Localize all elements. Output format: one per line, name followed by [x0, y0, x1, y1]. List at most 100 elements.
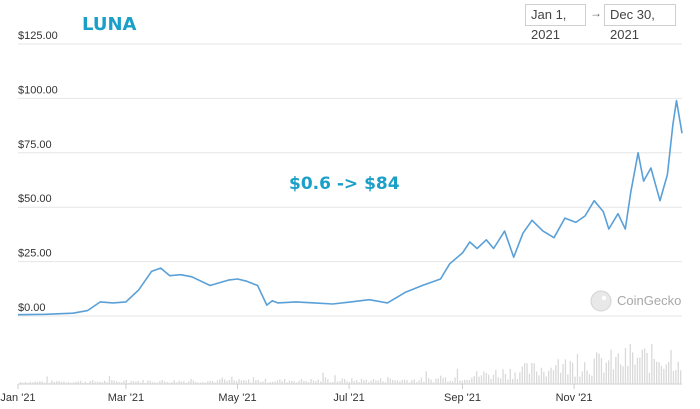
volume-bar — [75, 381, 77, 384]
watermark-label: CoinGecko — [617, 293, 681, 308]
volume-bar — [485, 373, 487, 384]
volume-bar — [401, 379, 403, 384]
volume-bar — [89, 381, 91, 384]
volume-bar — [504, 374, 507, 384]
volume-bar — [20, 381, 22, 384]
volume-bar — [658, 362, 660, 384]
volume-bar — [370, 380, 372, 384]
volume-bar — [180, 381, 183, 384]
volume-bar — [627, 365, 629, 384]
volume-bar — [116, 381, 118, 384]
volume-bar — [593, 358, 595, 384]
volume-bar — [341, 378, 343, 384]
volume-bar — [80, 380, 82, 384]
volume-bar — [591, 375, 593, 384]
range-from-button[interactable]: Jan 1, 2021 — [525, 4, 586, 42]
volume-bar — [663, 368, 665, 384]
volume-bar — [392, 379, 394, 384]
volume-bar — [480, 375, 483, 384]
volume-bar — [473, 376, 475, 384]
volume-bar — [447, 381, 449, 384]
volume-bar — [248, 379, 250, 384]
volume-bar — [130, 381, 132, 384]
volume-bar — [420, 377, 423, 384]
volume-bar — [468, 380, 471, 384]
volume-bar — [310, 378, 312, 384]
volume-bar — [240, 380, 243, 384]
volume-bar — [288, 380, 291, 384]
volume-bar — [610, 349, 612, 384]
volume-bar — [396, 380, 399, 384]
volume-bar — [483, 371, 485, 384]
volume-bar — [192, 380, 195, 384]
volume-bar — [296, 382, 298, 384]
volume-bar — [236, 381, 238, 384]
volume-bar — [533, 363, 535, 384]
volume-bar — [466, 380, 468, 384]
volume-bar — [670, 349, 672, 384]
volume-bar — [668, 362, 670, 384]
y-tick-label: $75.00 — [18, 139, 52, 151]
volume-bar — [308, 382, 310, 384]
volume-bar — [452, 381, 454, 384]
volume-bar — [65, 382, 67, 384]
volume-bar — [140, 382, 142, 384]
volume-bar — [48, 382, 51, 384]
volume-bar — [500, 378, 502, 384]
volume-bar — [634, 364, 636, 384]
volume-bar — [82, 382, 84, 384]
volume-bar — [562, 364, 564, 384]
volume-bar — [233, 380, 235, 384]
volume-bar — [293, 381, 295, 384]
volume-bar — [644, 348, 646, 384]
volume-bar — [60, 381, 63, 384]
volume-bar — [389, 378, 391, 384]
volume-bar — [581, 371, 583, 384]
range-arrow-icon: → — [590, 6, 602, 20]
volume-bar — [305, 381, 307, 384]
volume-bar — [351, 378, 353, 384]
volume-bar — [459, 380, 461, 384]
volume-bar — [166, 381, 168, 384]
volume-bar — [336, 381, 339, 384]
volume-bar — [478, 376, 480, 384]
volume-bar — [113, 380, 115, 384]
volume-bar — [651, 344, 653, 384]
volume-bar — [665, 364, 667, 384]
volume-bar — [228, 379, 231, 384]
volume-bar — [656, 361, 658, 384]
volume-bar — [526, 363, 528, 384]
volume-bar — [615, 356, 617, 384]
volume-bar — [572, 362, 574, 384]
volume-bar — [53, 381, 55, 384]
volume-bar — [284, 378, 286, 384]
volume-bar — [216, 380, 219, 384]
volume-bar — [92, 380, 94, 384]
volume-bar — [142, 379, 144, 384]
volume-bar — [444, 377, 447, 384]
volume-bar — [435, 378, 437, 384]
volume-bar — [629, 344, 631, 384]
volume-bar — [70, 382, 72, 384]
volume-bar — [238, 379, 240, 384]
volume-bar — [84, 381, 87, 384]
volume-bar — [356, 380, 358, 384]
volume-bar — [548, 370, 550, 384]
volume-bar — [555, 365, 557, 384]
volume-bar — [108, 375, 111, 384]
volume-bar — [245, 380, 247, 384]
volume-bar — [476, 371, 478, 384]
volume-bar — [164, 381, 166, 384]
volume-bar — [286, 382, 288, 384]
volume-bar — [598, 353, 600, 384]
volume-bar — [536, 371, 538, 384]
volume-bar — [303, 380, 305, 384]
volume-bar — [471, 377, 473, 384]
range-to-button[interactable]: Dec 30, 2021 — [604, 4, 676, 42]
y-tick-label: $0.00 — [18, 302, 46, 314]
volume-bar — [264, 378, 267, 384]
volume-bar — [596, 352, 598, 384]
volume-bar — [224, 379, 226, 384]
volume-bar — [154, 382, 156, 384]
volume-bar — [152, 382, 154, 384]
